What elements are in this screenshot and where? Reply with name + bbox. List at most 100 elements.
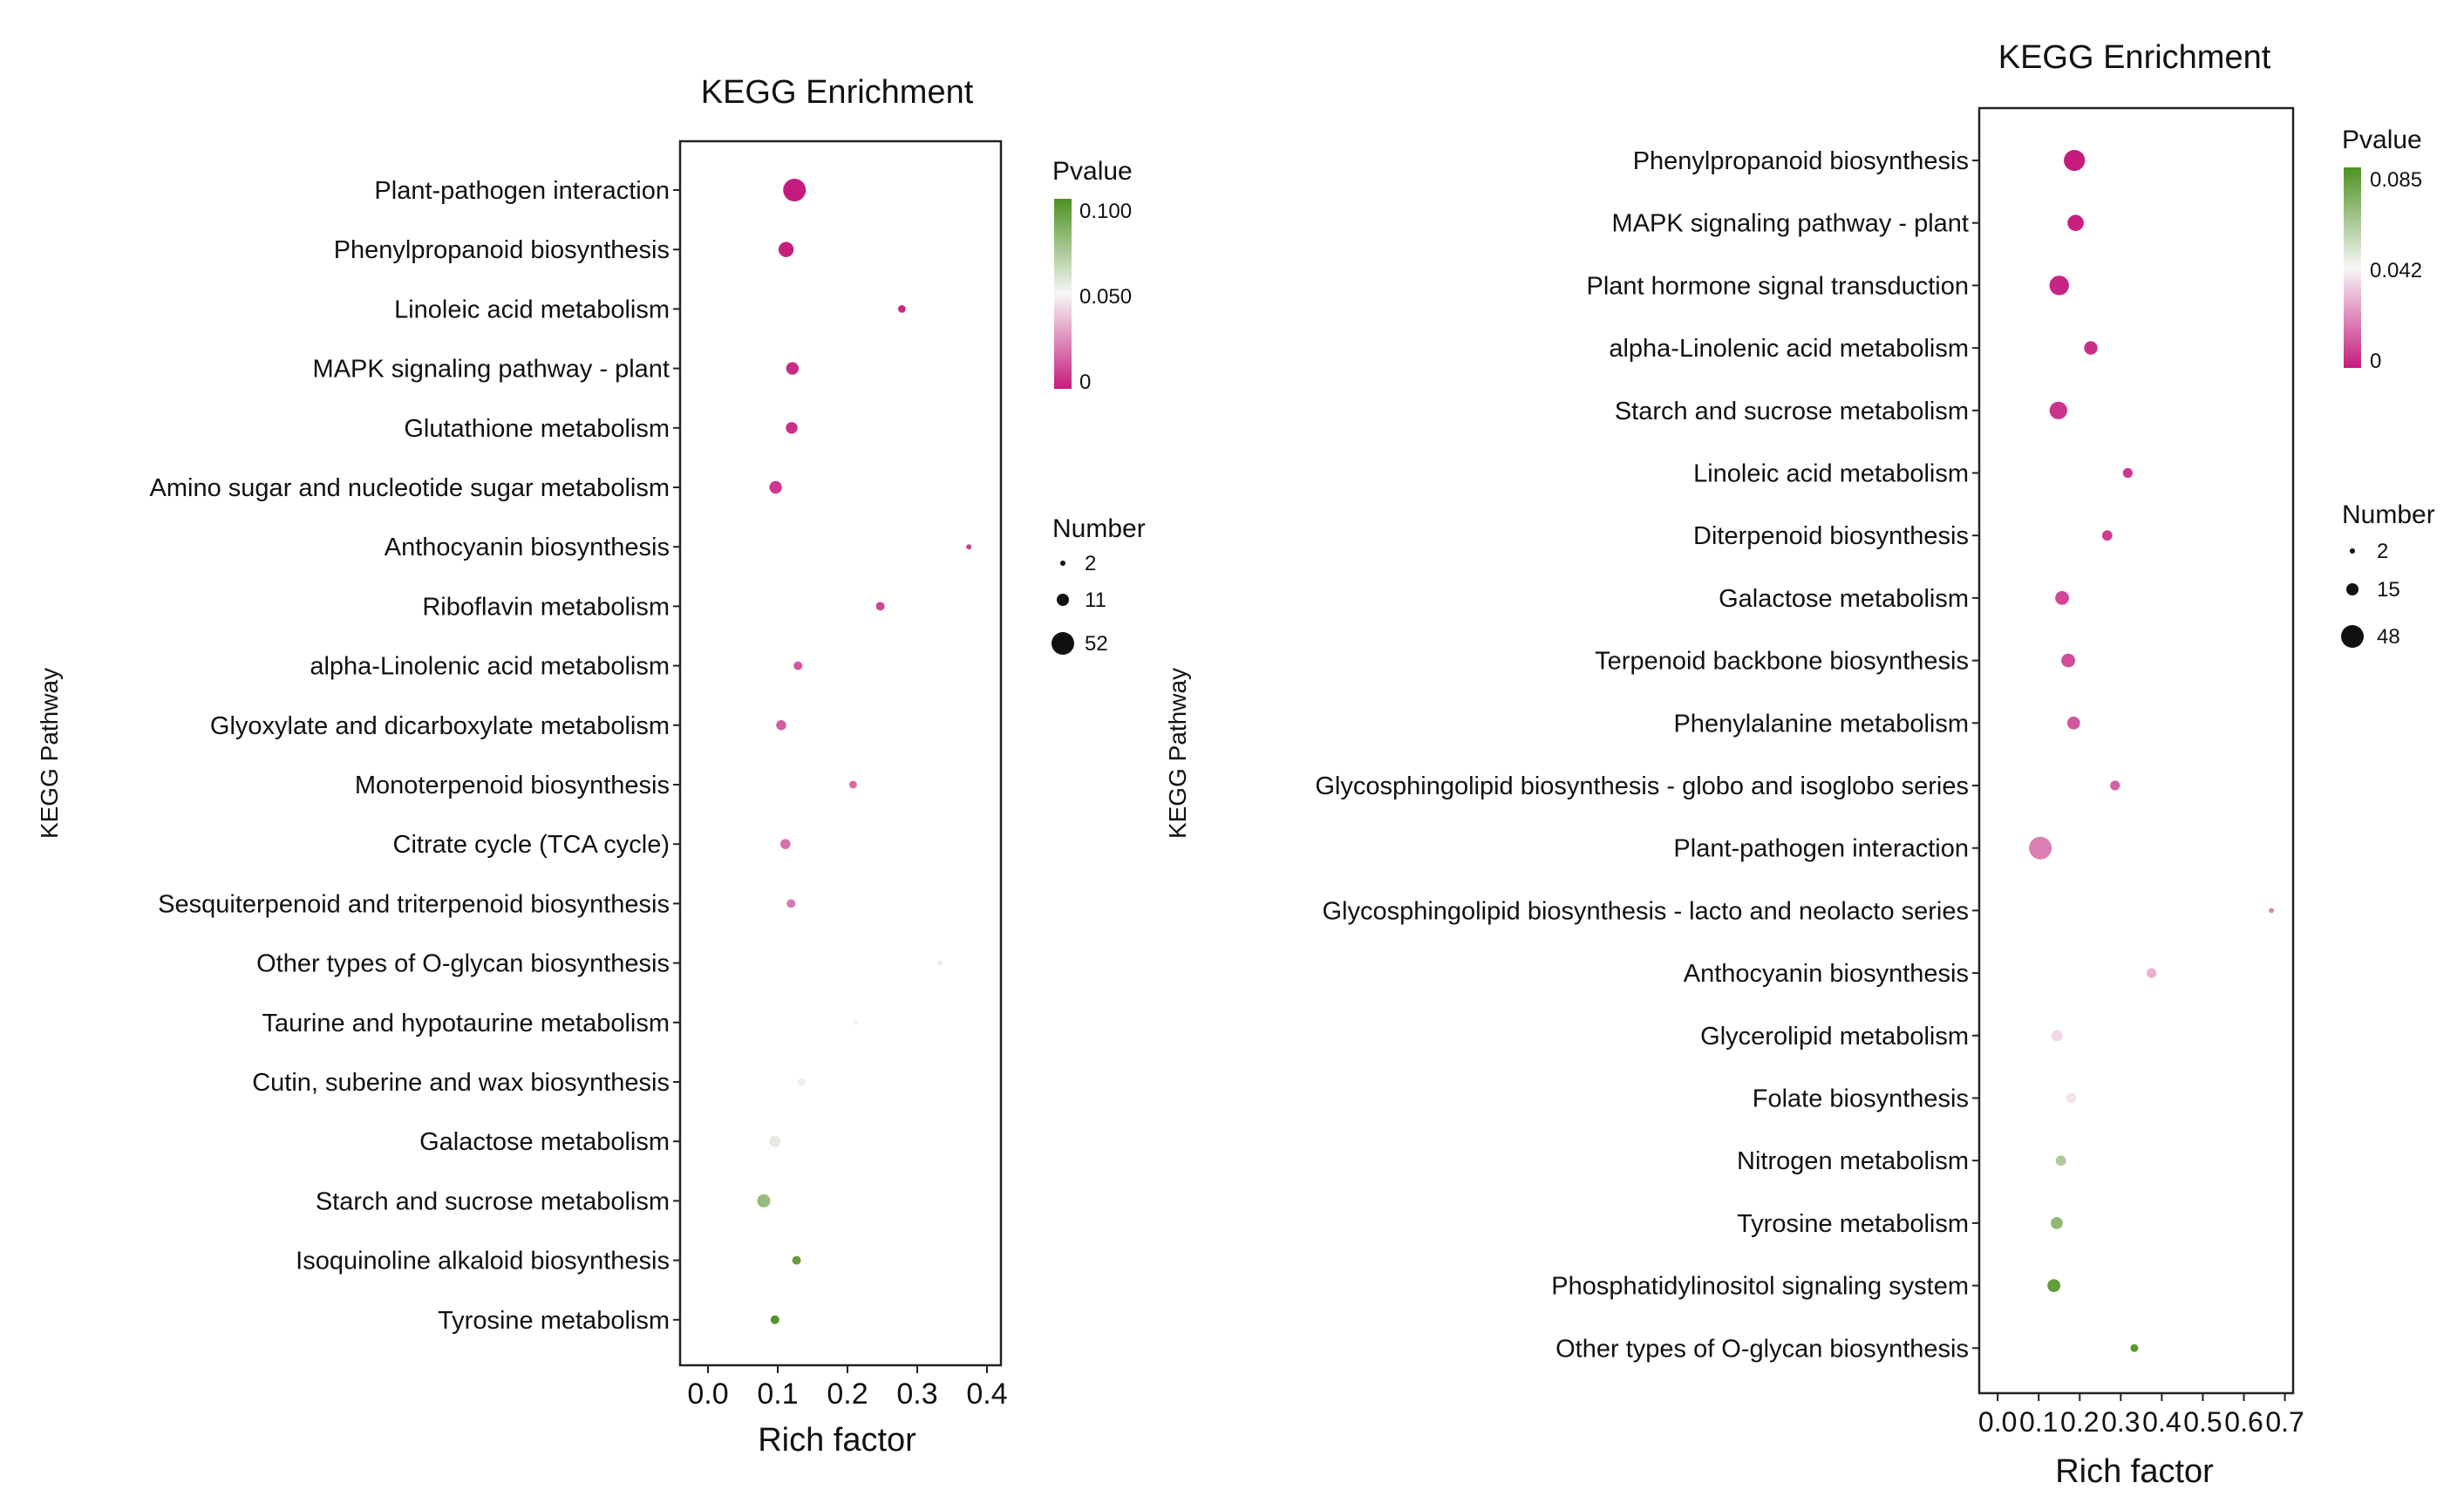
right-data-point <box>2051 1030 2064 1042</box>
right-x-axis-label: Rich factor <box>2055 1453 2214 1490</box>
right-pathway-label: alpha-Linolenic acid metabolism <box>1609 335 1969 363</box>
right-data-point <box>2051 1217 2063 1229</box>
left-data-point <box>786 362 799 375</box>
right-pathway-label: Galactose metabolism <box>1719 585 1969 613</box>
left-data-point <box>770 1315 779 1324</box>
right-pathway-label: Other types of O-glycan biosynthesis <box>1555 1335 1969 1363</box>
right-data-point <box>2269 908 2275 914</box>
right-pathway-label: Glycosphingolipid biosynthesis - lacto a… <box>1322 897 1969 925</box>
left-pathway-label: Glyoxylate and dicarboxylate metabolism <box>210 712 670 740</box>
right-y-axis-label: KEGG Pathway <box>1164 668 1191 839</box>
right-number-dot-large <box>2341 625 2364 648</box>
left-pvalue-tick-high: 0.100 <box>1079 200 1132 223</box>
right-number-label-large: 48 <box>2377 625 2400 649</box>
right-number-legend: Number 2 15 48 <box>2341 500 2435 649</box>
right-plot-frame <box>1977 106 2295 1395</box>
left-x-tick-label: 0.3 <box>896 1377 937 1411</box>
right-pathway-label: Terpenoid backbone biosynthesis <box>1595 648 1969 676</box>
left-pathway-label: Plant-pathogen interaction <box>374 177 670 205</box>
left-data-point <box>937 960 943 966</box>
right-pathway-label: MAPK signaling pathway - plant <box>1612 210 1969 238</box>
right-pvalue-tick-mid: 0.042 <box>2370 259 2422 282</box>
left-number-dot-large <box>1052 632 1074 655</box>
left-number-legend-title: Number <box>1052 514 1146 543</box>
left-data-point <box>966 544 972 550</box>
right-x-tick-label: 0.2 <box>2060 1406 2099 1438</box>
left-data-point <box>769 480 782 494</box>
right-data-point <box>2066 1092 2077 1104</box>
right-data-point <box>2122 467 2133 479</box>
left-data-point <box>769 1135 781 1147</box>
left-x-tick-label: 0.1 <box>757 1377 798 1411</box>
left-x-tick-label: 0.2 <box>827 1377 868 1411</box>
right-pathway-label: Glycerolipid metabolism <box>1700 1023 1969 1051</box>
right-data-point <box>2084 341 2098 355</box>
left-pathway-label: Isoquinoline alkaloid biosynthesis <box>296 1248 670 1275</box>
right-pathway-label: Glycosphingolipid biosynthesis - globo a… <box>1315 772 1969 800</box>
left-pathway-label: Monoterpenoid biosynthesis <box>355 772 670 799</box>
right-pathway-label: Folate biosynthesis <box>1753 1085 1969 1113</box>
left-plot-frame <box>678 139 1003 1367</box>
right-data-points <box>2029 149 2275 1352</box>
left-pvalue-tick-low: 0 <box>1079 371 1091 394</box>
left-pathway-label: Taurine and hypotaurine metabolism <box>262 1010 670 1037</box>
right-data-point <box>2055 1155 2066 1167</box>
left-data-point <box>875 602 885 611</box>
right-number-label-small: 2 <box>2377 540 2388 563</box>
left-data-point <box>792 1255 801 1265</box>
left-x-axis-label: Rich factor <box>758 1422 916 1459</box>
right-x-tick-label: 0.0 <box>1978 1406 2017 1438</box>
left-pathway-label: Tyrosine metabolism <box>438 1307 670 1335</box>
left-pathway-label: Phenylpropanoid biosynthesis <box>334 236 670 264</box>
left-data-point <box>793 661 803 670</box>
left-pvalue-legend: Pvalue 0.100 0.050 0 <box>1052 157 1133 394</box>
right-data-point <box>2130 1343 2139 1352</box>
left-x-axis: 0.0 0.1 0.2 0.3 0.4 <box>687 1365 1008 1411</box>
left-data-point <box>786 422 798 434</box>
right-number-legend-title: Number <box>2342 500 2435 529</box>
right-pathway-label: Plant hormone signal transduction <box>1587 272 1969 300</box>
right-data-point <box>2055 591 2069 605</box>
left-number-label-medium: 11 <box>1085 588 1106 612</box>
right-data-point <box>2101 530 2113 541</box>
left-pathway-label: Sesquiterpenoid and triterpenoid biosynt… <box>158 890 670 918</box>
left-pathway-label: alpha-Linolenic acid metabolism <box>310 653 670 681</box>
left-pathway-label: Starch and sucrose metabolism <box>316 1187 670 1215</box>
left-x-tick-label: 0.4 <box>966 1377 1007 1411</box>
left-chart-title: KEGG Enrichment <box>701 74 974 111</box>
left-data-point <box>898 305 906 313</box>
left-pathway-label: Cutin, suberine and wax biosynthesis <box>252 1069 670 1097</box>
left-y-axis-label: KEGG Pathway <box>36 668 63 839</box>
right-chart-panel: KEGG Enrichment Phenylpropanoid biosynth… <box>1164 39 2435 1490</box>
left-number-label-small: 2 <box>1085 552 1096 575</box>
left-data-point <box>783 179 807 201</box>
right-x-tick-label: 0.6 <box>2224 1406 2263 1438</box>
right-x-tick-label: 0.3 <box>2101 1406 2140 1438</box>
left-number-dot-medium <box>1057 594 1069 606</box>
right-data-point <box>2064 149 2086 172</box>
right-pathway-label: Linoleic acid metabolism <box>1693 460 1969 488</box>
left-data-point <box>780 839 791 849</box>
right-pathway-label: Anthocyanin biosynthesis <box>1684 960 1969 988</box>
left-data-point <box>849 780 857 789</box>
right-pathway-label: Plant-pathogen interaction <box>1673 835 1969 863</box>
left-data-point <box>776 720 786 731</box>
left-pathway-label: Riboflavin metabolism <box>422 593 670 621</box>
left-pvalue-colorbar <box>1054 199 1072 389</box>
right-number-dot-medium <box>2346 583 2358 595</box>
left-y-axis-labels: Plant-pathogen interaction Phenylpropanoi… <box>150 177 680 1335</box>
right-pathway-label: Nitrogen metabolism <box>1737 1147 1969 1175</box>
right-data-point <box>2061 653 2076 668</box>
right-pvalue-tick-high: 0.085 <box>2370 168 2422 192</box>
left-data-point <box>778 241 794 257</box>
right-number-dot-small <box>2350 548 2355 554</box>
left-pvalue-legend-title: Pvalue <box>1052 157 1133 186</box>
right-x-tick-label: 0.7 <box>2265 1406 2304 1438</box>
left-pathway-label: Citrate cycle (TCA cycle) <box>393 831 670 859</box>
right-pvalue-legend-title: Pvalue <box>2342 126 2422 154</box>
right-pvalue-legend: Pvalue 0.085 0.042 0 <box>2342 126 2422 373</box>
right-x-axis: 0.0 0.1 0.2 0.3 0.4 0.5 0.6 0.7 <box>1978 1393 2304 1438</box>
right-pathway-label: Phenylpropanoid biosynthesis <box>1633 147 1969 175</box>
left-number-label-large: 52 <box>1085 632 1108 656</box>
